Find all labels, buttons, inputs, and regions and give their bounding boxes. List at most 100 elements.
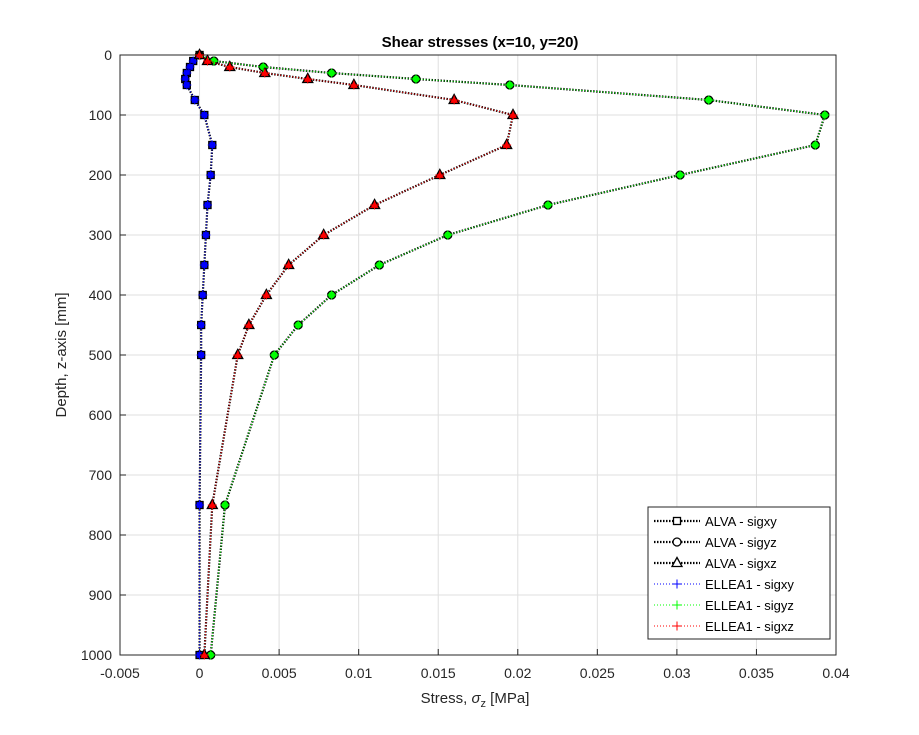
legend-item: ALVA - sigxy xyxy=(654,514,777,529)
legend-label: ELLEA1 - sigxz xyxy=(705,619,794,634)
x-tick-label: 0.03 xyxy=(663,665,690,681)
data-point xyxy=(199,110,209,120)
data-point xyxy=(327,290,337,300)
data-point xyxy=(188,56,198,66)
data-point xyxy=(411,74,421,84)
data-point xyxy=(284,260,294,270)
x-tick-label: 0.01 xyxy=(345,665,372,681)
data-point xyxy=(502,140,512,150)
data-point xyxy=(675,170,685,180)
x-tick-label: 0.005 xyxy=(262,665,297,681)
data-point xyxy=(196,350,206,360)
data-point xyxy=(196,320,206,330)
y-tick-label: 0 xyxy=(104,47,112,63)
series-group xyxy=(180,48,830,660)
data-point xyxy=(233,350,243,360)
data-point xyxy=(505,80,515,90)
x-tick-label: 0.04 xyxy=(822,665,849,681)
data-point xyxy=(201,230,211,240)
x-axis-label-unit: [MPa] xyxy=(486,690,529,707)
x-axis-label-sigma: σ xyxy=(471,690,481,707)
data-point xyxy=(319,230,329,240)
legend-marker xyxy=(672,516,682,526)
legend-marker xyxy=(672,621,682,631)
data-point xyxy=(449,95,459,105)
data-point xyxy=(198,290,208,300)
legend-marker xyxy=(672,537,682,547)
x-axis-label-subscript: z xyxy=(481,698,487,710)
data-point xyxy=(195,500,205,510)
data-point xyxy=(435,170,445,180)
series-ellea1-sigxz xyxy=(195,50,518,660)
data-point xyxy=(185,62,195,72)
x-tick-label: 0 xyxy=(196,665,204,681)
legend-marker xyxy=(670,556,684,568)
series-ellea1-sigyz xyxy=(195,50,830,660)
data-point xyxy=(199,650,209,660)
legend-marker xyxy=(672,579,682,589)
data-point xyxy=(374,260,384,270)
x-tick-label: -0.005 xyxy=(100,665,140,681)
legend-label: ALVA - sigxy xyxy=(705,514,777,529)
data-point xyxy=(820,110,830,120)
y-tick-label: 600 xyxy=(89,407,113,423)
legend-label: ALVA - sigxz xyxy=(705,556,777,571)
legend-marker xyxy=(672,600,682,610)
data-point xyxy=(182,80,192,90)
y-tick-label: 200 xyxy=(89,167,113,183)
y-tick-label: 300 xyxy=(89,227,113,243)
data-point xyxy=(508,110,518,120)
y-tick-label: 900 xyxy=(89,587,113,603)
legend-item: ALVA - sigyz xyxy=(654,535,777,550)
y-tick-label: 700 xyxy=(89,467,113,483)
data-point xyxy=(543,200,553,210)
data-point xyxy=(207,140,217,150)
series-ellea1-sigxy xyxy=(180,50,217,660)
data-point xyxy=(190,95,200,105)
legend-label: ALVA - sigyz xyxy=(705,535,777,550)
data-point xyxy=(195,50,205,60)
x-tick-label: 0.035 xyxy=(739,665,774,681)
legend-item: ELLEA1 - sigxz xyxy=(654,619,794,634)
data-point xyxy=(182,68,192,78)
data-point xyxy=(206,170,216,180)
x-tick-label: 0.015 xyxy=(421,665,456,681)
data-point xyxy=(443,230,453,240)
data-point xyxy=(303,74,313,84)
data-point xyxy=(258,62,268,72)
legend-item: ALVA - sigxz xyxy=(654,556,777,571)
y-tick-label: 100 xyxy=(89,107,113,123)
legend-label: ELLEA1 - sigyz xyxy=(705,598,794,613)
legend-item: ELLEA1 - sigyz xyxy=(654,598,794,613)
data-point xyxy=(199,260,209,270)
chart-title: Shear stresses (x=10, y=20) xyxy=(382,34,579,51)
data-point xyxy=(349,80,359,90)
legend-item: ELLEA1 - sigxy xyxy=(654,577,794,592)
y-tick-label: 800 xyxy=(89,527,113,543)
data-point xyxy=(327,68,337,78)
data-point xyxy=(203,56,213,66)
y-tick-label: 1000 xyxy=(81,647,112,663)
x-axis-label: Stress, σz [MPa] xyxy=(421,690,530,710)
data-point xyxy=(704,95,714,105)
data-point xyxy=(244,320,254,330)
data-point xyxy=(260,68,270,78)
y-tick-label: 500 xyxy=(89,347,113,363)
y-tick-label: 400 xyxy=(89,287,113,303)
data-point xyxy=(293,320,303,330)
data-point xyxy=(207,500,217,510)
data-point xyxy=(180,74,190,84)
x-tick-label: 0.025 xyxy=(580,665,615,681)
data-point xyxy=(269,350,279,360)
data-point xyxy=(220,500,230,510)
data-point xyxy=(203,200,213,210)
x-axis-label-prefix: Stress, xyxy=(421,690,472,707)
legend-label: ELLEA1 - sigxy xyxy=(705,577,794,592)
legend-box xyxy=(647,506,831,640)
legend[interactable]: ALVA - sigxy ALVA - sigyz ALVA - sigxz ELLE… xyxy=(647,506,831,640)
data-point xyxy=(225,62,235,72)
data-point xyxy=(810,140,820,150)
y-axis-label: Depth, z-axis [mm] xyxy=(53,292,70,417)
x-tick-label: 0.02 xyxy=(504,665,531,681)
